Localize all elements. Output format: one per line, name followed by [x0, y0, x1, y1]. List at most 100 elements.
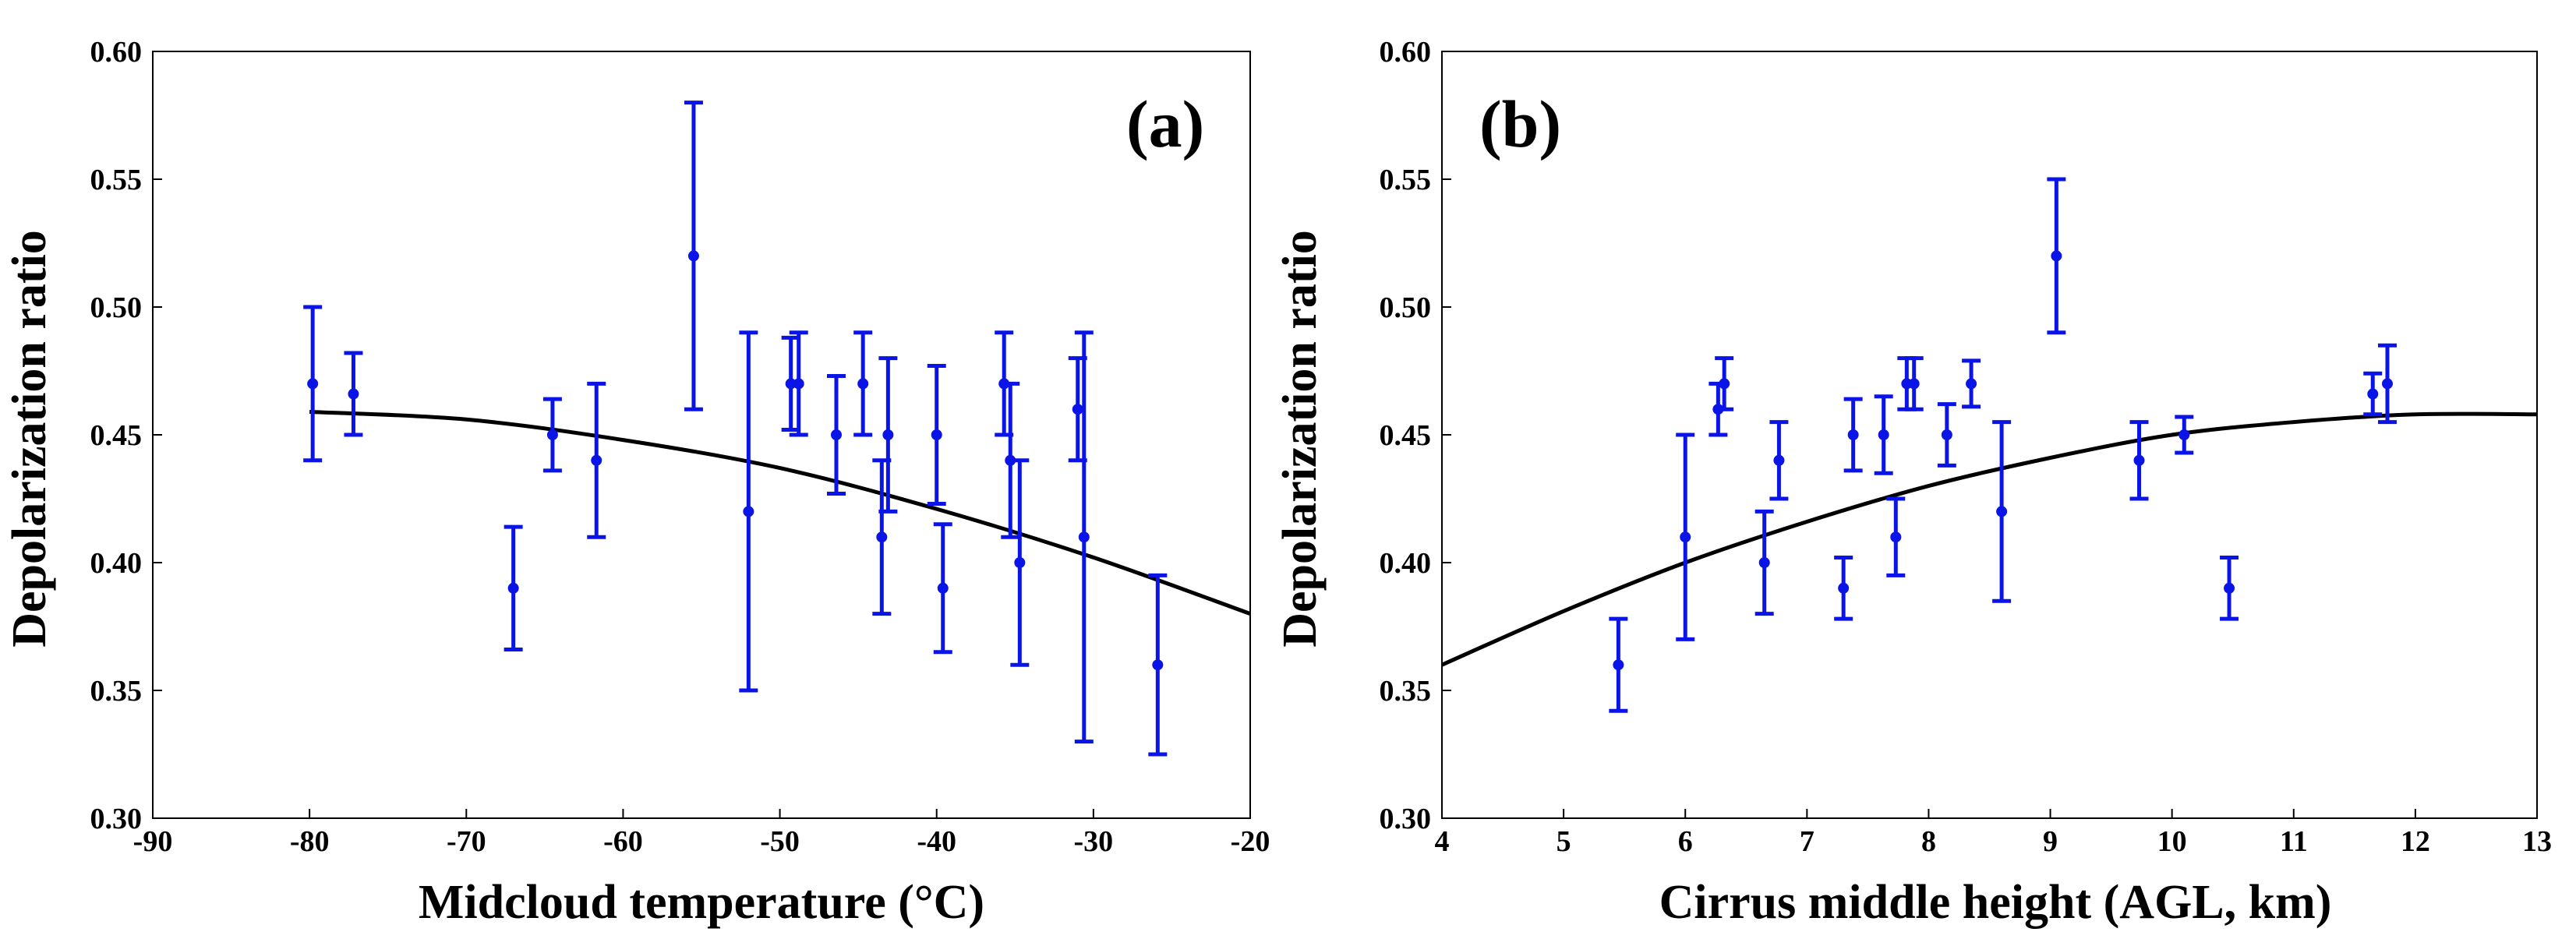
point-marker-a-20 — [1152, 659, 1164, 671]
point-marker-b-4 — [1758, 557, 1770, 568]
point-marker-a-2 — [507, 582, 519, 594]
point-marker-a-10 — [857, 378, 869, 390]
data-point-b-14 — [1992, 420, 2012, 603]
point-marker-a-5 — [687, 250, 699, 262]
x-tick-label-b-3: 7 — [1800, 825, 1815, 858]
point-marker-b-8 — [1878, 429, 1889, 440]
data-point-a-10 — [853, 330, 873, 437]
y-tick-label-b-3: 0.45 — [1380, 419, 1432, 452]
y-tick-label-b-5: 0.55 — [1380, 164, 1432, 196]
x-axis-label-a: Midcloud temperature (°C) — [419, 876, 984, 929]
data-point-b-17 — [2175, 415, 2194, 455]
point-marker-b-0 — [1613, 659, 1624, 671]
point-marker-a-9 — [830, 429, 842, 440]
x-tick-label-a-2: -70 — [447, 825, 486, 858]
y-tick-label-b-0: 0.30 — [1380, 803, 1432, 835]
data-point-a-2 — [504, 524, 523, 652]
point-marker-b-20 — [2381, 378, 2393, 390]
data-point-b-15 — [2047, 177, 2066, 335]
data-point-a-12 — [878, 356, 898, 514]
data-point-a-19 — [1074, 330, 1094, 744]
y-tick-label-b-1: 0.35 — [1380, 675, 1432, 708]
y-tick-label-a-5: 0.55 — [90, 164, 143, 196]
point-marker-b-18 — [2224, 582, 2235, 594]
data-point-a-17 — [1010, 458, 1030, 667]
point-marker-b-17 — [2178, 429, 2190, 440]
data-point-b-20 — [2377, 343, 2397, 425]
data-point-a-5 — [684, 101, 703, 411]
data-point-a-13 — [927, 363, 946, 507]
point-marker-b-12 — [1941, 429, 1952, 440]
y-tick-label-b-6: 0.60 — [1380, 36, 1432, 69]
data-point-b-3 — [1715, 356, 1734, 411]
panel-label-b: (b) — [1479, 86, 1561, 161]
x-tick-label-a-7: -20 — [1231, 825, 1270, 858]
data-point-b-9 — [1886, 496, 1906, 577]
x-tick-label-a-4: -50 — [760, 825, 800, 858]
x-tick-label-a-3: -60 — [603, 825, 643, 858]
panel-b: Cirrus middle height (AGL, km) Depolariz… — [1274, 36, 2552, 929]
point-marker-a-11 — [876, 531, 888, 543]
point-marker-b-11 — [1908, 378, 1920, 390]
y-axis-label-b: Depolarization ratio — [1274, 230, 1327, 648]
data-point-b-16 — [2129, 420, 2149, 501]
point-marker-b-7 — [1847, 429, 1859, 440]
x-tick-label-a-0: -90 — [133, 825, 173, 858]
y-tick-label-a-6: 0.60 — [90, 36, 143, 69]
y-axis-label-a: Depolarization ratio — [3, 230, 56, 648]
data-point-a-4 — [587, 381, 606, 539]
panel-a: Midcloud temperature (°C) Depolarization… — [3, 36, 1270, 929]
y-tick-label-a-2: 0.40 — [90, 547, 143, 580]
y-tick-label-a-0: 0.30 — [90, 803, 143, 835]
data-point-a-20 — [1148, 573, 1168, 757]
x-tick-label-b-6: 10 — [2157, 825, 2187, 858]
point-marker-b-16 — [2133, 454, 2145, 466]
panel-label-a: (a) — [1126, 86, 1204, 161]
point-marker-b-13 — [1966, 378, 1977, 390]
data-point-a-0 — [303, 305, 323, 463]
data-point-a-6 — [739, 330, 758, 693]
data-point-b-8 — [1874, 394, 1893, 475]
point-marker-a-7 — [785, 378, 797, 390]
y-tick-label-b-2: 0.40 — [1380, 547, 1432, 580]
point-marker-a-8 — [793, 378, 804, 390]
y-tick-label-b-4: 0.50 — [1380, 291, 1432, 324]
data-point-b-6 — [1834, 555, 1853, 621]
plot-frame-b — [1441, 51, 2538, 819]
data-point-b-7 — [1843, 397, 1863, 473]
point-marker-a-19 — [1078, 531, 1090, 543]
x-tick-label-b-1: 5 — [1557, 825, 1571, 858]
point-marker-a-16 — [1005, 454, 1016, 466]
fit-curve-b — [1442, 411, 2537, 667]
data-point-b-13 — [1962, 358, 1981, 409]
point-marker-a-12 — [882, 429, 894, 440]
point-marker-b-19 — [2367, 388, 2379, 400]
point-marker-b-3 — [1719, 378, 1730, 390]
x-tick-label-b-0: 4 — [1435, 825, 1450, 858]
x-tick-label-a-6: -30 — [1074, 825, 1114, 858]
point-marker-a-4 — [591, 454, 602, 466]
data-point-a-14 — [933, 522, 952, 655]
y-tick-label-a-1: 0.35 — [90, 675, 143, 708]
point-marker-b-5 — [1773, 454, 1785, 466]
point-marker-a-1 — [348, 388, 359, 400]
point-marker-b-6 — [1838, 582, 1850, 594]
fit-curve-a — [309, 410, 1250, 616]
point-marker-a-18 — [1072, 404, 1083, 415]
point-marker-a-6 — [743, 506, 754, 517]
x-tick-label-b-5: 9 — [2043, 825, 2058, 858]
data-point-a-3 — [542, 397, 562, 473]
point-marker-a-14 — [937, 582, 949, 594]
x-tick-label-b-2: 6 — [1678, 825, 1693, 858]
x-tick-label-a-5: -40 — [917, 825, 956, 858]
x-tick-label-b-7: 11 — [2280, 825, 2308, 858]
y-tick-label-a-3: 0.45 — [90, 419, 143, 452]
point-marker-b-15 — [2051, 250, 2062, 262]
x-tick-label-b-4: 8 — [1921, 825, 1936, 858]
data-point-b-0 — [1609, 616, 1628, 713]
data-point-a-16 — [1001, 381, 1020, 539]
x-tick-label-a-1: -80 — [290, 825, 330, 858]
x-tick-label-b-8: 12 — [2401, 825, 2430, 858]
data-point-b-11 — [1904, 356, 1924, 411]
